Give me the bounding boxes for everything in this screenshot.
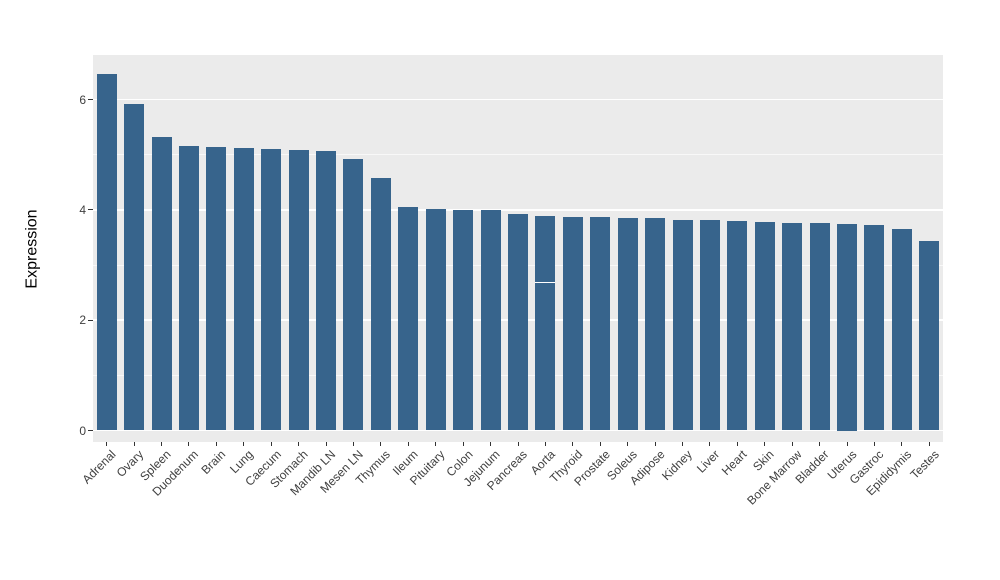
bar-white-dash [535, 281, 556, 284]
x-axis-tick [325, 442, 327, 446]
bar [837, 223, 858, 431]
bar [672, 219, 693, 431]
bar [891, 228, 912, 431]
bar [261, 149, 282, 431]
x-axis-tick [736, 442, 738, 446]
y-axis-tick [88, 430, 93, 431]
bar [782, 222, 803, 431]
gridline-major [93, 209, 943, 211]
bar [206, 147, 227, 431]
x-axis-tick-label: Testes [907, 447, 942, 482]
y-axis-tick-label: 4 [79, 202, 86, 217]
y-axis-tick [88, 319, 93, 321]
x-axis-tick [928, 442, 930, 446]
bar [124, 104, 145, 431]
x-axis-tick [270, 442, 272, 446]
bar [919, 240, 940, 431]
x-axis-tick [490, 442, 492, 446]
x-axis-tick [352, 442, 354, 446]
bar [96, 74, 117, 431]
bar [151, 137, 172, 431]
bar [645, 218, 666, 431]
bar [617, 217, 638, 431]
x-axis-tick-label: Kidney [658, 447, 695, 484]
x-axis-tick [133, 442, 135, 446]
x-axis-tick [188, 442, 190, 446]
y-axis-tick [88, 209, 93, 211]
x-axis-tick [161, 442, 163, 446]
bar [508, 214, 528, 431]
x-axis-tick [901, 442, 903, 446]
bar [343, 158, 364, 431]
x-axis-tick [544, 442, 546, 446]
x-axis-tick [873, 442, 875, 446]
x-axis-tick [791, 442, 793, 446]
x-axis-tick [572, 442, 574, 446]
bar [590, 217, 611, 431]
bar [809, 223, 830, 431]
x-axis-tick [654, 442, 656, 446]
bar [288, 149, 309, 431]
gridline-minor [93, 154, 943, 156]
y-axis-tick-label: 2 [79, 313, 86, 328]
bar [727, 220, 748, 431]
x-axis-tick [462, 442, 464, 446]
bar [864, 224, 885, 431]
x-axis-tick [243, 442, 245, 446]
bar [178, 145, 199, 431]
bar [480, 210, 501, 431]
y-axis-tick-label: 6 [79, 92, 86, 107]
x-axis-tick [380, 442, 382, 446]
x-axis-tick [846, 442, 848, 446]
x-axis-tick [819, 442, 821, 446]
x-axis-tick [298, 442, 300, 446]
x-axis-tick [517, 442, 519, 446]
x-axis-tick-label: Brain [198, 447, 229, 478]
bar [316, 151, 337, 431]
x-axis-tick [435, 442, 437, 446]
x-axis-tick [215, 442, 217, 446]
bar [398, 206, 419, 431]
x-axis-tick-label: Adrenal [79, 447, 119, 487]
x-axis-tick-label: Liver [693, 447, 723, 476]
x-axis-tick-label: Heart [718, 447, 750, 478]
x-axis-tick [599, 442, 601, 446]
x-axis-tick [764, 442, 766, 446]
gridline-major [93, 429, 943, 432]
x-axis-tick [106, 442, 108, 446]
x-axis-tick [627, 442, 629, 446]
bar [425, 208, 446, 431]
bar [370, 178, 391, 431]
y-axis-title: Expression [16, 55, 50, 442]
x-axis-tick [709, 442, 711, 446]
bar [453, 209, 474, 431]
y-axis-tick-label: 0 [79, 423, 86, 438]
bar [233, 148, 254, 431]
bar [754, 222, 775, 431]
bar [535, 215, 556, 431]
x-axis-tick [682, 442, 684, 446]
y-axis-tick [88, 99, 93, 101]
bar [562, 216, 583, 431]
x-axis-tick [407, 442, 409, 446]
gridline-major [93, 98, 943, 101]
bar [699, 220, 720, 431]
y-axis-title-text: Expression [24, 208, 41, 289]
